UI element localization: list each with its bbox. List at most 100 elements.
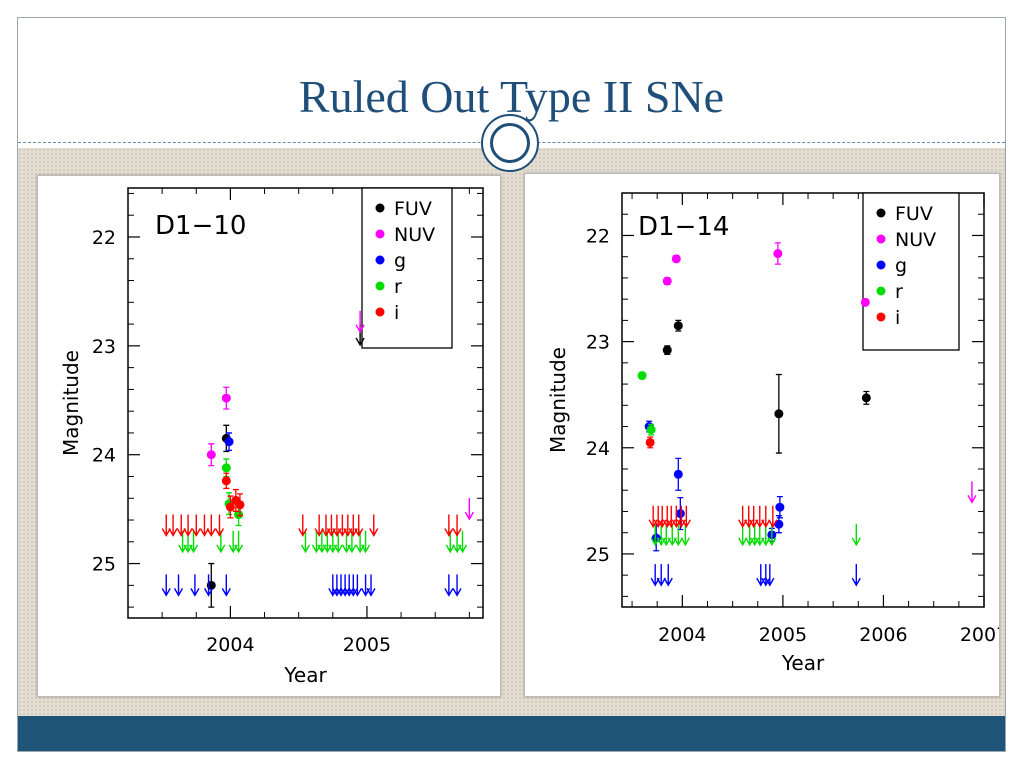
data-point [221,476,231,486]
upper-limit-arrow [298,514,308,537]
upper-limit-arrow [444,514,454,537]
y-tick-label: 25 [92,554,116,576]
legend-label: FUV [394,198,432,220]
upper-limit-arrow [332,514,342,537]
upper-limit-arrow [663,564,673,587]
upper-limit-arrow [348,574,358,597]
upper-limit-arrow [653,505,663,529]
slide-title: Ruled Out Type II SNe [298,71,725,122]
data-point [774,519,784,529]
data-point [774,409,784,419]
data-point [637,371,647,381]
upper-limit-arrow [343,514,353,537]
legend-box [862,192,960,351]
upper-limit-arrow [369,514,379,537]
x-tick-label: 2004 [658,624,706,646]
footer-band [18,716,1005,751]
light-curve-chart-d1-10: 2004 2005 22 23 24 25 Year Magnitude D1−10 FUV NUV… [59,187,484,687]
upper-limit-arrow [768,505,778,529]
plot-frame [621,192,985,608]
data-point [775,502,785,512]
data-point [671,254,681,264]
legend-marker [876,286,886,296]
upper-limit-arrow [161,574,171,597]
upper-limit-arrow [348,514,358,537]
legend-marker [375,281,385,291]
upper-limit-arrow [221,574,231,597]
upper-limit-arrow [332,574,342,597]
data-point [673,321,683,331]
upper-limit-arrow [457,530,468,554]
data-point [235,500,245,510]
upper-limit-arrow [662,505,672,529]
x-axis-label: Year [283,663,327,687]
upper-limit-arrow [321,514,331,537]
upper-limit-arrow [366,574,376,597]
upper-limit-arrow [168,514,178,537]
legend-label: FUV [895,203,933,225]
upper-limit-arrow [344,574,354,597]
data-point [646,425,656,435]
upper-limit-arrow [190,574,200,597]
chart-title: D1−10 [155,211,246,241]
x-tick-label: 2005 [759,624,807,646]
upper-limit-arrow [206,514,216,537]
upper-limit-arrow [851,523,861,547]
x-tick-label: 2004 [206,634,254,656]
upper-limit-arrow [452,514,462,537]
upper-limit-arrow [851,564,861,587]
legend-marker [876,234,886,244]
upper-limit-arrow [354,514,364,537]
y-tick-label: 22 [586,225,610,247]
upper-limit-arrow [761,505,771,529]
plot-frame [127,187,484,619]
upper-limit-arrow [738,505,748,529]
upper-limit-arrow [355,310,365,334]
legend-marker [375,203,385,213]
upper-limit-arrow [667,523,677,547]
legend-label: r [394,276,402,298]
legend-marker [876,208,886,218]
light-curve-chart-d1-14: 2004 2005 2006 2007 22 23 24 25 Year Magnitude D1−… [546,192,999,675]
upper-limit-arrow [176,514,186,537]
legend-label: g [394,250,406,272]
data-point [673,469,683,479]
upper-limit-arrow [767,523,777,547]
upper-limit-arrow [340,574,350,597]
data-point [224,437,234,447]
upper-limit-arrow [337,514,347,537]
data-point [861,393,871,403]
data-point [662,345,672,355]
upper-limit-arrow [452,574,462,597]
y-tick-label: 23 [92,336,116,358]
upper-limit-arrow [656,564,666,587]
legend-marker [375,229,385,239]
data-point [234,510,244,520]
y-tick-label: 25 [586,544,610,566]
x-tick-label: 2007 [960,624,999,646]
y-tick-label: 22 [92,227,116,249]
upper-limit-arrow [681,505,691,529]
data-point [221,393,231,403]
upper-limit-arrow [673,523,683,547]
upper-limit-arrow [765,564,775,587]
upper-limit-arrow [352,574,362,597]
upper-limit-arrow [336,574,346,597]
upper-limit-arrow [173,574,184,597]
upper-limit-arrow [326,514,337,537]
upper-limit-arrow [328,574,338,597]
upper-limit-arrow [183,514,193,537]
upper-limit-arrow [199,514,210,537]
upper-limit-arrow [228,530,238,554]
data-point [221,463,231,473]
y-tick-label: 24 [586,438,610,460]
upper-limit-arrow [650,564,660,587]
data-point [675,509,685,519]
data-point [206,450,216,460]
data-point [860,297,870,307]
upper-limit-arrow [967,481,977,504]
legend-marker [876,260,886,270]
legend-label: g [895,255,907,277]
legend-label: NUV [394,224,435,246]
legend-box [361,187,453,349]
